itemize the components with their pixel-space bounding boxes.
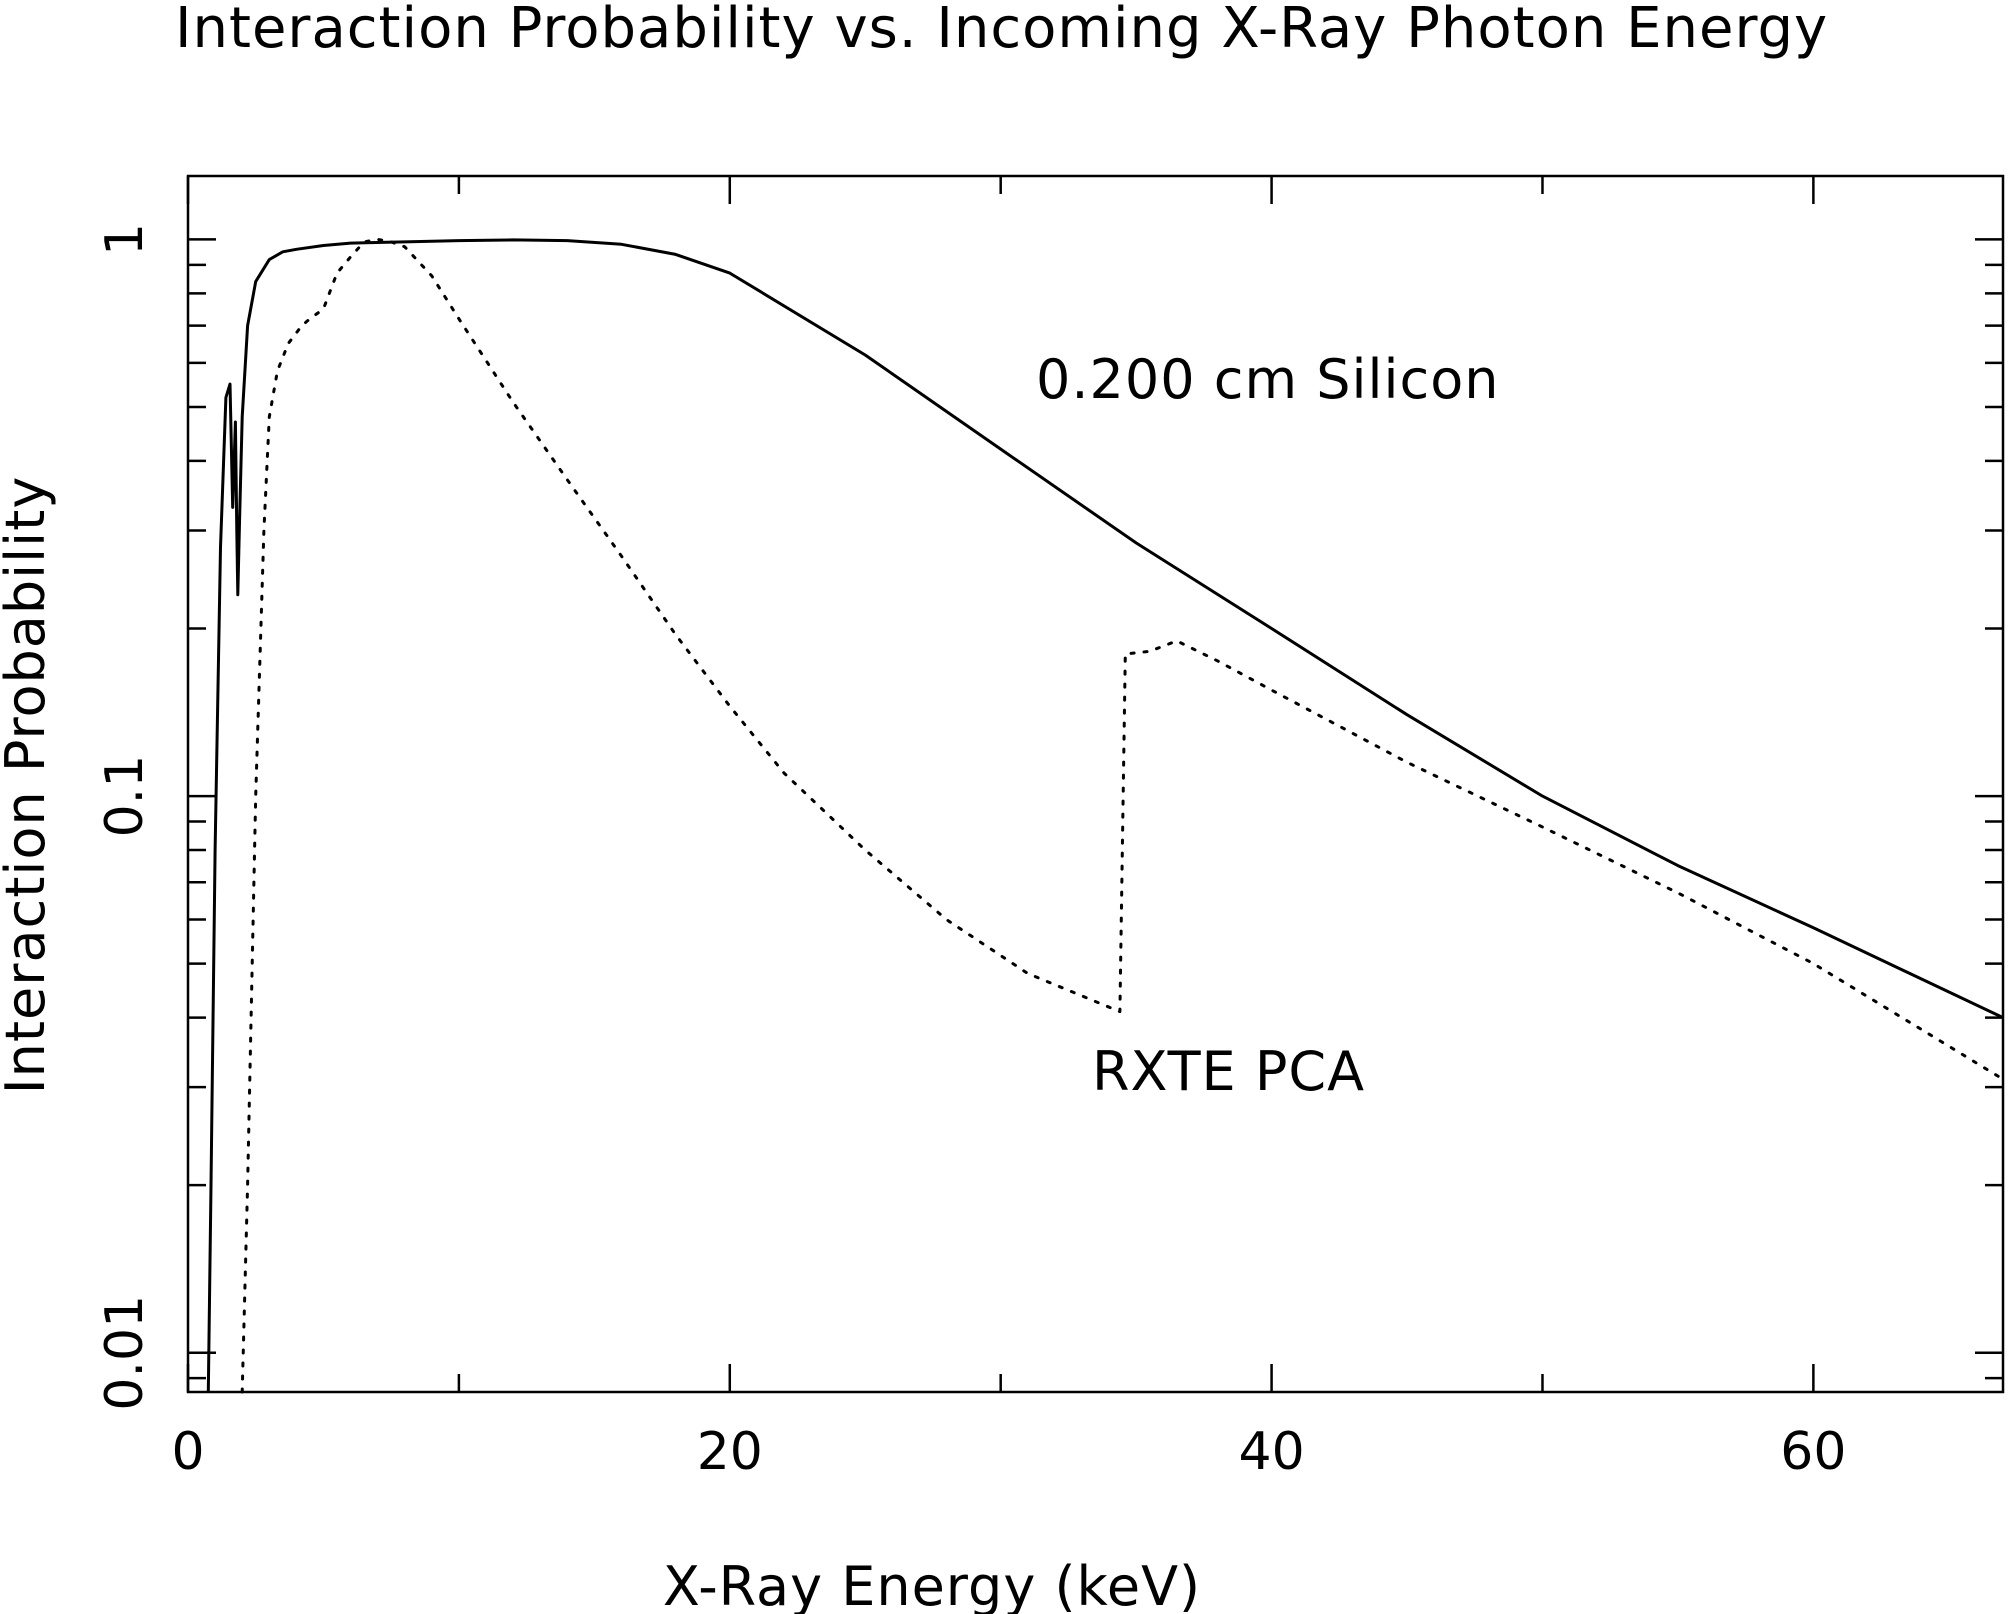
series-line-rxte-pca: [240, 237, 2005, 1394]
plot-frame: [186, 174, 2005, 1394]
data-lines: [206, 237, 2005, 1394]
axis-ticks: [186, 176, 2003, 1392]
series-line-silicon: [206, 238, 2004, 1393]
y-tick-label: 1: [95, 223, 155, 256]
chart-title: Interaction Probability vs. Incoming X-R…: [175, 0, 1828, 61]
x-tick-label: 0: [171, 1422, 204, 1482]
y-axis-label: Interaction Probability: [0, 476, 57, 1095]
annotation-silicon: 0.200 cm Silicon: [1036, 348, 1499, 411]
x-tick-label: 20: [697, 1422, 763, 1482]
y-tick-label: 0.01: [95, 1295, 155, 1411]
y-tick-label: 0.1: [95, 755, 155, 838]
x-axis-label: X-Ray Energy (keV): [663, 1555, 1201, 1614]
tick-labels: 0 20 40 60 0.01 0.1 1: [95, 223, 1846, 1482]
x-tick-label: 60: [1780, 1422, 1846, 1482]
x-tick-label: 40: [1238, 1422, 1304, 1482]
annotation-rxte-pca: RXTE PCA: [1092, 1040, 1365, 1103]
